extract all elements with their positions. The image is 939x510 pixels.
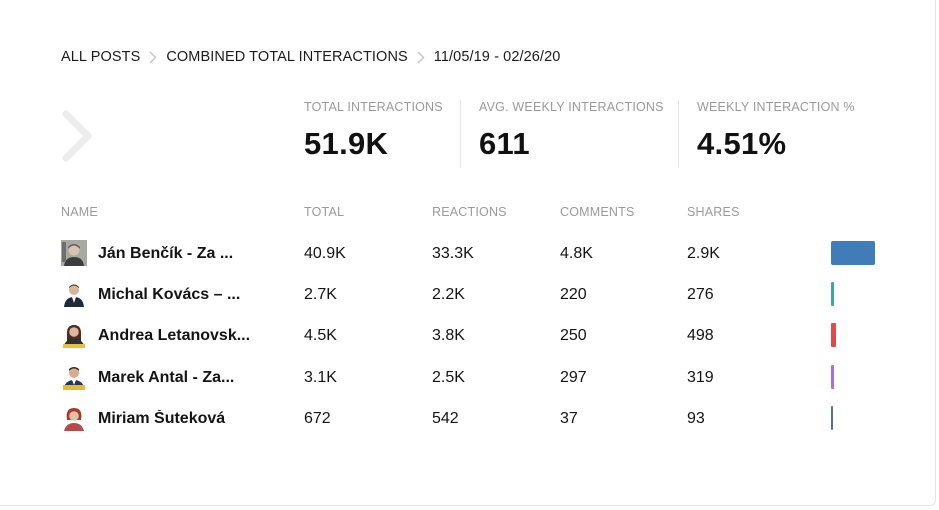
interaction-bar: [831, 323, 836, 347]
row-name[interactable]: Marek Antal - Za...: [98, 369, 235, 386]
table-row[interactable]: Andrea Letanovsk... 4.5K 3.8K 250 498: [0, 322, 935, 350]
row-name[interactable]: Michal Kovács – ...: [98, 286, 241, 303]
table-row[interactable]: Michal Kovács – ... 2.7K 2.2K 220 276: [0, 281, 935, 309]
row-reactions: 33.3K: [432, 245, 474, 262]
breadcrumb-date-range: 11/05/19 - 02/26/20: [433, 49, 561, 65]
row-comments: 297: [560, 369, 587, 386]
row-total: 3.1K: [304, 369, 337, 386]
table-row[interactable]: Miriam Šuteková 672 542 37 93: [0, 405, 935, 433]
stat-label: AVG. WEEKLY INTERACTIONS: [479, 100, 664, 114]
row-shares: 93: [687, 410, 705, 427]
row-shares: 319: [687, 369, 714, 386]
table-row[interactable]: Marek Antal - Za... 3.1K 2.5K 297 319: [0, 364, 935, 392]
table-header: NAME TOTAL REACTIONS COMMENTS SHARES: [0, 205, 935, 221]
stat-divider: [678, 100, 679, 168]
row-reactions: 2.5K: [432, 369, 465, 386]
column-header-total[interactable]: TOTAL: [304, 205, 345, 219]
row-comments: 220: [560, 286, 587, 303]
row-name[interactable]: Ján Benčík - Za ...: [98, 245, 234, 262]
stat-value: 51.9K: [304, 126, 389, 161]
interaction-bar: [831, 282, 834, 306]
avatar: [61, 364, 87, 390]
row-shares: 2.9K: [687, 245, 720, 262]
row-comments: 37: [560, 410, 578, 427]
stat-label: WEEKLY INTERACTION %: [697, 100, 855, 114]
avatar: [61, 405, 87, 431]
row-name[interactable]: Miriam Šuteková: [98, 410, 226, 427]
row-total: 2.7K: [304, 286, 337, 303]
stat-label: TOTAL INTERACTIONS: [304, 100, 443, 114]
stat-avg-weekly-interactions: AVG. WEEKLY INTERACTIONS 611: [479, 100, 664, 162]
avatar: [61, 240, 87, 266]
stat-total-interactions: TOTAL INTERACTIONS 51.9K: [304, 100, 443, 162]
interaction-bar: [831, 365, 834, 389]
stat-value: 4.51%: [697, 126, 787, 161]
row-total: 672: [304, 410, 331, 427]
breadcrumb-combined-total[interactable]: COMBINED TOTAL INTERACTIONS: [166, 49, 408, 65]
row-total: 4.5K: [304, 327, 337, 344]
chevron-right-icon: [140, 49, 166, 65]
row-name[interactable]: Andrea Letanovsk...: [98, 327, 251, 344]
row-reactions: 542: [432, 410, 459, 427]
row-total: 40.9K: [304, 245, 346, 262]
stat-value: 611: [479, 126, 530, 161]
stat-divider: [460, 100, 461, 168]
interaction-bar: [831, 406, 833, 430]
column-header-comments[interactable]: COMMENTS: [560, 205, 635, 219]
table-row[interactable]: Ján Benčík - Za ... 40.9K 33.3K 4.8K 2.9…: [0, 240, 935, 268]
column-header-shares[interactable]: SHARES: [687, 205, 740, 219]
breadcrumb: ALL POSTS COMBINED TOTAL INTERACTIONS 11…: [61, 49, 560, 65]
column-header-reactions[interactable]: REACTIONS: [432, 205, 507, 219]
row-comments: 250: [560, 327, 587, 344]
row-reactions: 2.2K: [432, 286, 465, 303]
row-reactions: 3.8K: [432, 327, 465, 344]
row-shares: 498: [687, 327, 714, 344]
breadcrumb-all-posts[interactable]: ALL POSTS: [61, 49, 141, 65]
chevron-right-icon[interactable]: [60, 110, 96, 167]
row-comments: 4.8K: [560, 245, 593, 262]
chevron-right-icon: [408, 49, 434, 65]
row-shares: 276: [687, 286, 714, 303]
stat-weekly-interaction-percent: WEEKLY INTERACTION % 4.51%: [697, 100, 855, 162]
avatar: [61, 322, 87, 348]
column-header-name[interactable]: NAME: [61, 205, 98, 219]
avatar: [61, 281, 87, 307]
interaction-bar: [831, 241, 875, 265]
